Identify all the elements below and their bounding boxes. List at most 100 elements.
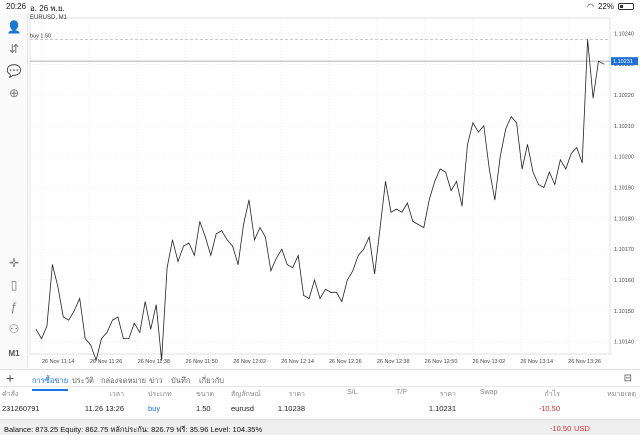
price-point	[570, 153, 572, 154]
column-header[interactable]: T/P	[396, 389, 407, 396]
price-point	[396, 208, 397, 210]
price-point	[150, 329, 151, 330]
price-point	[188, 242, 190, 244]
price-point	[521, 168, 523, 170]
price-point	[319, 298, 321, 299]
price-point	[95, 359, 97, 361]
price-point	[205, 236, 206, 238]
tab-5[interactable]: เกี่ยวกับ	[199, 376, 225, 385]
price-point	[128, 338, 130, 339]
price-point	[139, 332, 141, 333]
table-row[interactable]: 231260791 11.26 13:26 buy 1.50 eurusd 1.10238…	[0, 404, 640, 418]
price-point	[401, 211, 403, 213]
column-header[interactable]: Swap	[480, 389, 498, 396]
tab-0[interactable]: การซื้อขาย	[32, 375, 69, 391]
price-point	[276, 258, 277, 259]
column-header[interactable]: สัญลักษณ์	[231, 391, 261, 398]
price-point	[101, 338, 102, 339]
crosshair-icon[interactable]: ✛	[8, 256, 20, 270]
x-tick-label: 26 Nov 13:02	[473, 359, 506, 365]
price-point	[478, 131, 479, 133]
price-point	[428, 199, 430, 201]
column-header[interactable]: คำสั่ง	[2, 391, 19, 398]
columns-menu-icon[interactable]: ⊟	[623, 373, 632, 384]
price-point	[456, 181, 457, 182]
column-header[interactable]: ประเภท	[148, 391, 172, 398]
price-point	[210, 255, 212, 256]
column-header[interactable]: S/L	[347, 389, 358, 396]
objects-icon[interactable]: ⚇	[8, 322, 20, 336]
x-tick-label: 26 Nov 12:02	[233, 359, 266, 365]
price-point	[587, 39, 588, 40]
price-point	[603, 63, 605, 65]
indicators-icon[interactable]: ƒ	[10, 300, 18, 314]
price-point	[538, 184, 539, 185]
price-point	[166, 267, 168, 268]
price-point	[79, 298, 80, 299]
x-tick-label: 26 Nov 12:26	[329, 359, 362, 365]
price-point	[68, 319, 70, 321]
y-tick-label: 1.10200	[614, 155, 634, 161]
price-point	[483, 125, 485, 127]
price-point	[281, 248, 283, 250]
current-price-label: 1.10231	[613, 59, 633, 65]
tab-4[interactable]: บันทึก	[171, 376, 191, 385]
chart-type-icon[interactable]: ▯	[10, 278, 18, 292]
y-tick-label: 1.10190	[614, 186, 634, 192]
price-point	[221, 230, 222, 231]
price-point	[385, 181, 386, 182]
plot-frame	[29, 17, 611, 355]
y-tick-label: 1.10230	[614, 62, 634, 68]
cell-open-price: 1.10238	[277, 404, 305, 413]
price-point	[303, 295, 304, 296]
account-icon[interactable]: 👤	[6, 20, 22, 34]
total-profit: -10.50	[550, 424, 572, 433]
x-tick-label: 26 Nov 13:14	[520, 359, 553, 365]
column-header[interactable]: ราคา	[439, 391, 456, 398]
timeframe-label[interactable]: M1	[8, 348, 20, 358]
price-point	[237, 264, 239, 265]
status-date: อ. 26 พ.ย.	[30, 4, 65, 13]
y-tick-label: 1.10210	[614, 124, 634, 130]
x-tick-label: 26 Nov 12:14	[281, 359, 314, 365]
battery-icon	[618, 3, 634, 10]
left-toolbar: 👤 ⇵ 💬 ⊕ ✛ ▯ ƒ ⚇ M1	[0, 14, 28, 368]
price-point	[265, 236, 266, 238]
y-tick-label: 1.10150	[614, 309, 634, 315]
cell-type: buy	[148, 404, 161, 413]
price-point	[390, 211, 392, 213]
x-tick-label: 26 Nov 12:50	[425, 359, 458, 365]
trade-icon[interactable]: ⇵	[8, 42, 20, 56]
price-point	[467, 144, 468, 145]
price-point	[297, 255, 299, 256]
chart-area[interactable]: 1.10240 1.10230 1.10220 1.10210 1.10200 1.101…	[28, 14, 640, 368]
column-header[interactable]: หมายเหตุ	[607, 391, 636, 398]
price-point	[461, 205, 463, 207]
price-point	[84, 338, 86, 339]
column-header[interactable]: กำไร	[544, 391, 560, 398]
tab-1[interactable]: ประวัติ	[72, 376, 94, 385]
price-point	[352, 270, 354, 272]
add-icon[interactable]: +	[6, 370, 15, 386]
chat-icon[interactable]: 💬	[6, 64, 22, 78]
price-point	[90, 344, 91, 346]
price-point	[363, 248, 365, 250]
column-header[interactable]: เวลา	[109, 391, 124, 398]
price-point	[215, 233, 217, 235]
x-tick-label: 26 Nov 11:50	[186, 359, 218, 365]
price-chart[interactable]: 1.10240 1.10230 1.10220 1.10210 1.10200 1.101…	[28, 14, 640, 368]
price-point	[286, 264, 288, 265]
bottom-tabs: + ⊟ การซื้อขาย ประวัติ กล่องจดหมาย ข่าว บันท…	[0, 369, 640, 391]
y-tick-label: 1.10220	[614, 93, 634, 99]
tab-3[interactable]: ข่าว	[149, 376, 163, 385]
price-point	[379, 227, 381, 228]
price-point	[489, 168, 490, 170]
column-header[interactable]: ขนาด	[196, 391, 215, 398]
price-point	[35, 329, 37, 330]
cell-size: 1.50	[196, 404, 211, 413]
x-tick-label: 26 Nov 13:26	[568, 359, 601, 365]
new-order-icon[interactable]: ⊕	[8, 86, 20, 100]
column-header[interactable]: ราคา	[288, 391, 305, 398]
price-point	[325, 289, 326, 290]
tab-2[interactable]: กล่องจดหมาย	[101, 376, 147, 385]
